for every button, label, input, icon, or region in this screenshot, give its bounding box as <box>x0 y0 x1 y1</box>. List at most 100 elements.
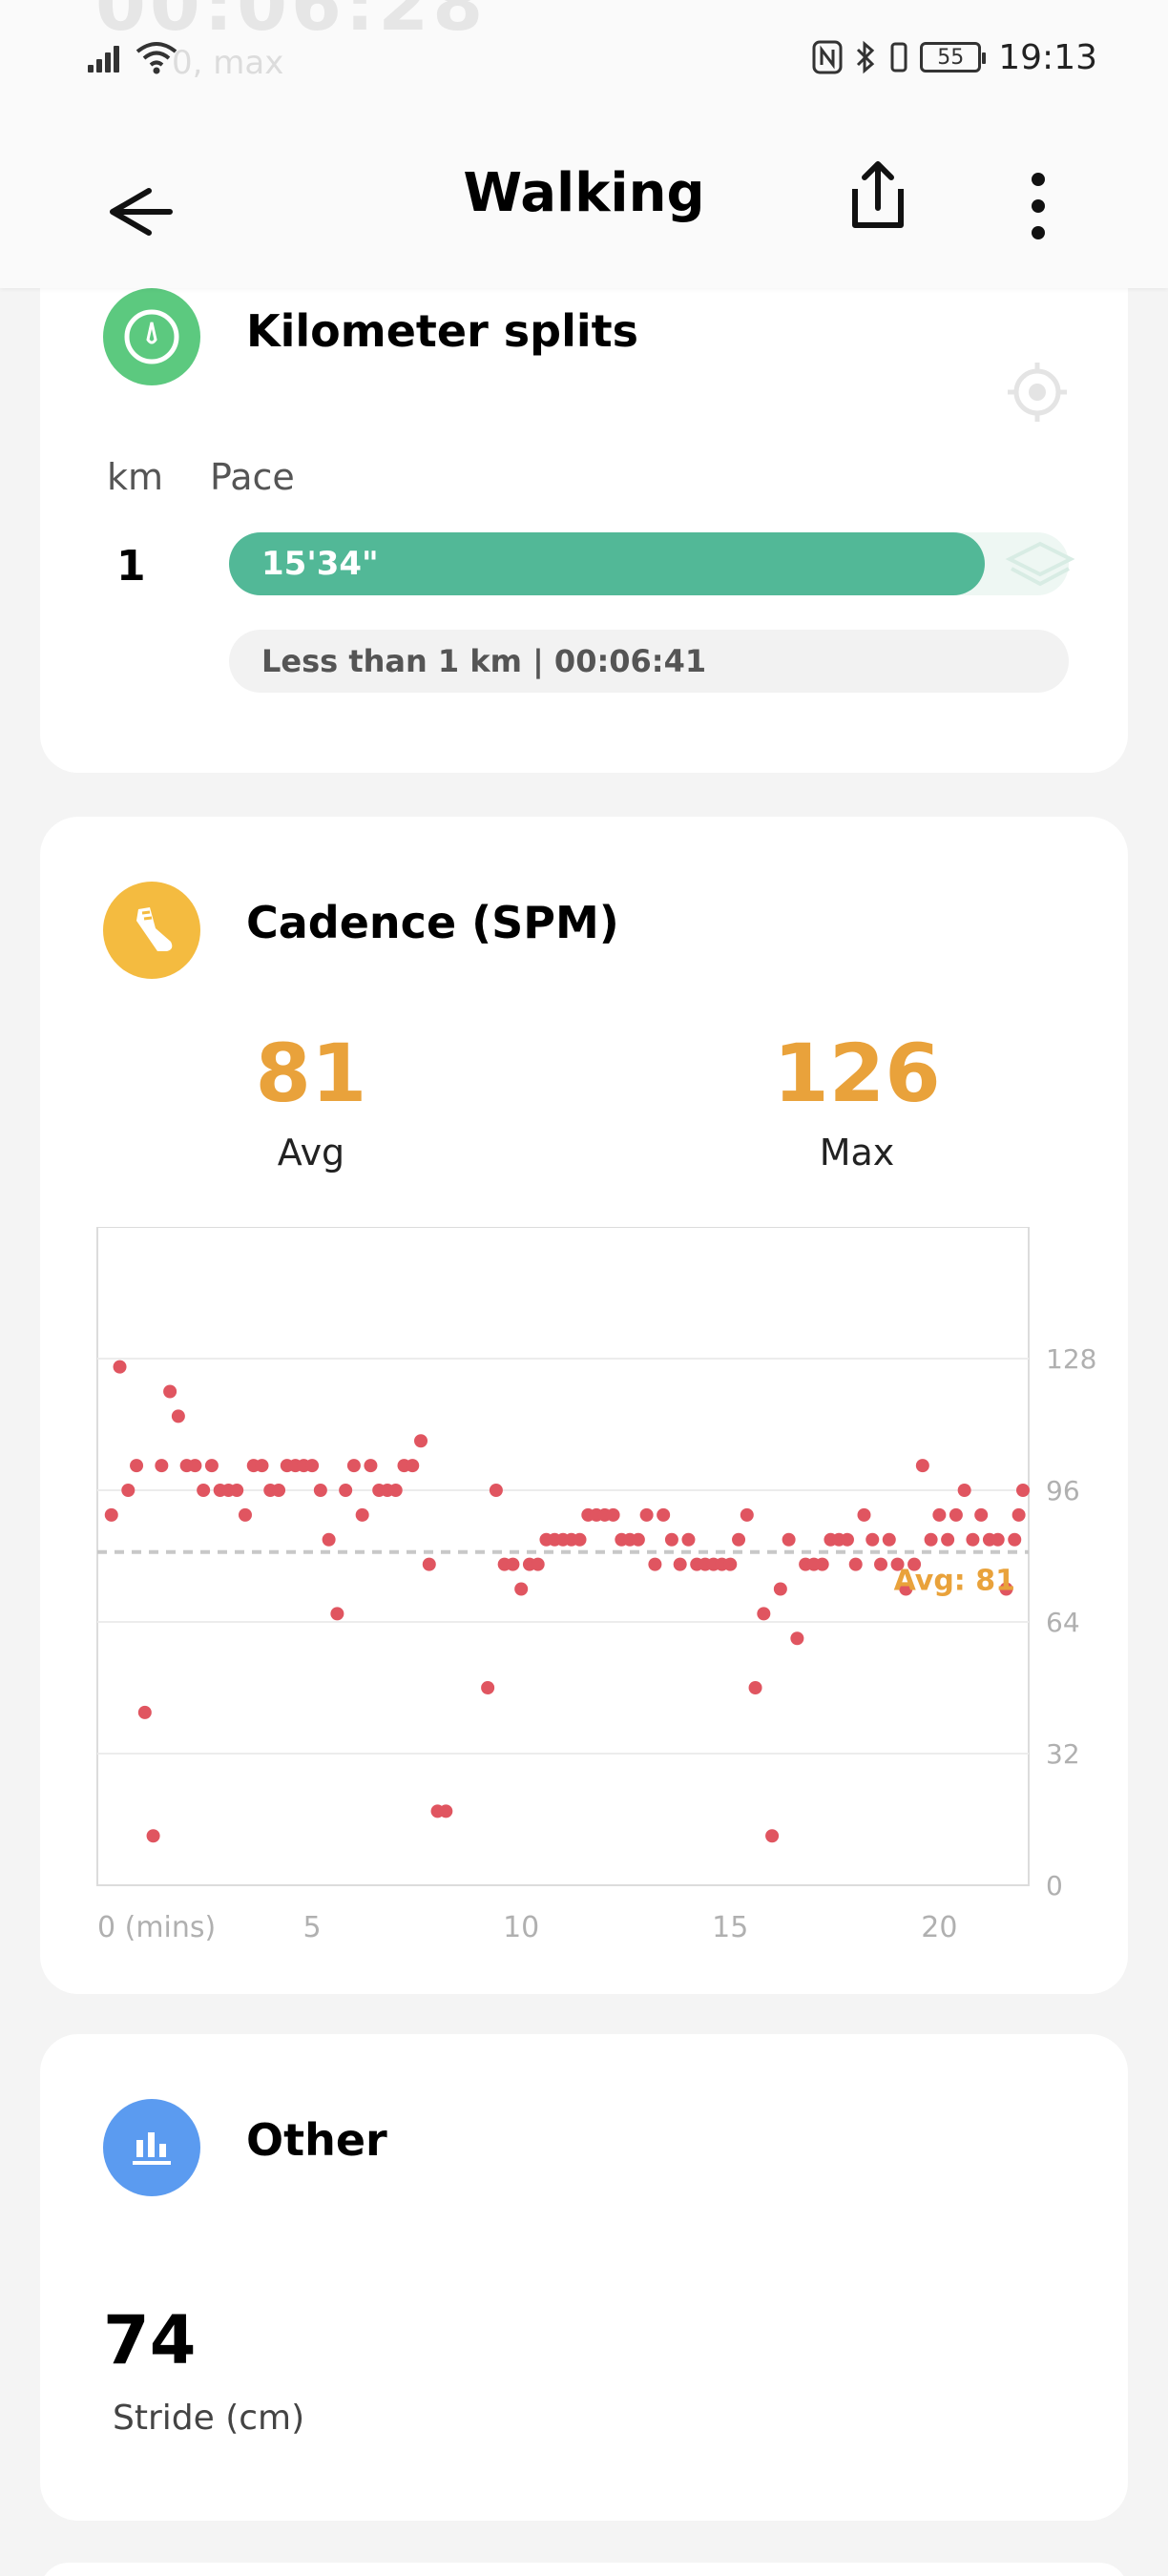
cadence-point <box>974 1507 989 1522</box>
bluetooth-icon <box>857 40 875 74</box>
y-tick-label: 32 <box>1046 1738 1080 1770</box>
cadence-point <box>639 1507 654 1522</box>
status-time: 19:13 <box>998 37 1097 77</box>
cadence-point <box>230 1484 244 1497</box>
cadence-point <box>673 1557 687 1571</box>
cadence-point <box>137 1705 152 1719</box>
vibrate-icon <box>890 42 907 73</box>
cadence-point <box>882 1532 896 1547</box>
column-pace: Pace <box>210 456 295 498</box>
more-options-icon[interactable] <box>1019 160 1057 246</box>
cadence-point <box>899 1582 913 1596</box>
cadence-point <box>723 1557 738 1571</box>
cadence-point <box>957 1484 971 1497</box>
column-km: km <box>107 456 164 498</box>
ghost-duration: 00:06:28 <box>95 0 488 47</box>
cadence-point <box>113 1360 127 1374</box>
next-card-peek <box>40 2563 1128 2576</box>
cadence-point <box>422 1557 436 1571</box>
cadence-point <box>330 1607 344 1621</box>
cadence-point <box>573 1532 587 1547</box>
cadence-point <box>388 1484 403 1497</box>
cadence-point <box>339 1484 353 1497</box>
status-bar: 00:06:28 0, max 55 19:13 <box>0 0 1168 114</box>
cadence-point <box>757 1607 771 1621</box>
signal-icon <box>88 42 122 73</box>
cadence-point <box>255 1459 269 1473</box>
shoe-icon <box>136 907 173 951</box>
stride-label: Stride (cm) <box>113 2399 305 2438</box>
back-arrow-icon[interactable] <box>95 164 191 260</box>
cadence-point <box>1016 1484 1030 1497</box>
cadence-point <box>439 1804 453 1818</box>
cadence-point <box>874 1557 888 1571</box>
x-tick-label: 10 <box>503 1911 539 1944</box>
cadence-point <box>848 1557 863 1571</box>
cadence-point <box>1012 1507 1026 1522</box>
cadence-point <box>740 1507 754 1522</box>
cadence-point <box>773 1582 787 1596</box>
share-icon[interactable] <box>840 151 916 237</box>
x-tick-label: 20 <box>921 1911 957 1944</box>
stride-value: 74 <box>103 2301 197 2379</box>
locate-icon[interactable] <box>1004 359 1071 426</box>
cadence-point <box>907 1557 922 1571</box>
cadence-point <box>857 1507 871 1522</box>
shoe-icon-badge <box>103 882 200 979</box>
cadence-point <box>188 1459 202 1473</box>
cadence-point <box>163 1384 177 1399</box>
cadence-point <box>146 1829 160 1843</box>
cadence-point <box>155 1459 169 1473</box>
cadence-point <box>364 1459 378 1473</box>
other-card: Other 74 Stride (cm) <box>40 2034 1128 2521</box>
max-cadence-value: 126 <box>773 1027 941 1120</box>
other-title: Other <box>246 2114 387 2166</box>
cadence-point <box>171 1409 185 1423</box>
x-tick-label: 15 <box>712 1911 748 1944</box>
other-icon-badge <box>103 2099 200 2196</box>
cadence-point <box>966 1532 980 1547</box>
y-tick-label: 96 <box>1046 1475 1080 1506</box>
cadence-point <box>121 1484 136 1497</box>
cadence-point <box>648 1557 662 1571</box>
cadence-point <box>631 1532 645 1547</box>
split-note: Less than 1 km | 00:06:41 <box>229 630 1069 693</box>
x-tick-label: 5 <box>303 1911 322 1944</box>
cadence-point <box>840 1532 854 1547</box>
battery-indicator: 55 <box>920 42 987 73</box>
status-right: 55 19:13 <box>811 32 1097 82</box>
cadence-point <box>238 1507 252 1522</box>
cadence-point <box>606 1507 620 1522</box>
cadence-point <box>890 1557 905 1571</box>
cadence-point <box>924 1532 938 1547</box>
cadence-point <box>866 1532 880 1547</box>
cadence-point <box>322 1532 336 1547</box>
cadence-point <box>313 1484 327 1497</box>
nfc-icon <box>812 40 843 74</box>
cadence-point <box>406 1459 420 1473</box>
y-tick-label: 64 <box>1046 1607 1080 1638</box>
page-title: Walking <box>463 162 705 224</box>
cadence-point <box>506 1557 520 1571</box>
cadence-point <box>197 1484 211 1497</box>
cadence-point <box>305 1459 320 1473</box>
cadence-title: Cadence (SPM) <box>246 897 619 948</box>
cadence-point <box>932 1507 947 1522</box>
cadence-point <box>481 1681 495 1694</box>
cadence-point <box>346 1459 361 1473</box>
cadence-point <box>130 1459 144 1473</box>
pace-bar: 15'34" <box>229 532 985 595</box>
cadence-point <box>104 1507 118 1522</box>
bar-chart-icon <box>133 2132 171 2165</box>
cadence-point <box>531 1557 545 1571</box>
avg-cadence-label: Avg <box>277 1132 345 1174</box>
cadence-point <box>664 1532 678 1547</box>
pace-bar-track: 15'34" <box>229 532 1069 595</box>
cadence-point <box>748 1681 762 1694</box>
pace-icon <box>103 288 200 385</box>
cadence-point <box>489 1484 503 1497</box>
cadence-card: Cadence (SPM) 81 Avg 126 Max 0 32 64 96 128 0… <box>40 817 1128 1994</box>
layers-icon[interactable] <box>1004 538 1076 592</box>
cadence-point <box>414 1434 428 1448</box>
split-km: 1 <box>116 542 146 591</box>
